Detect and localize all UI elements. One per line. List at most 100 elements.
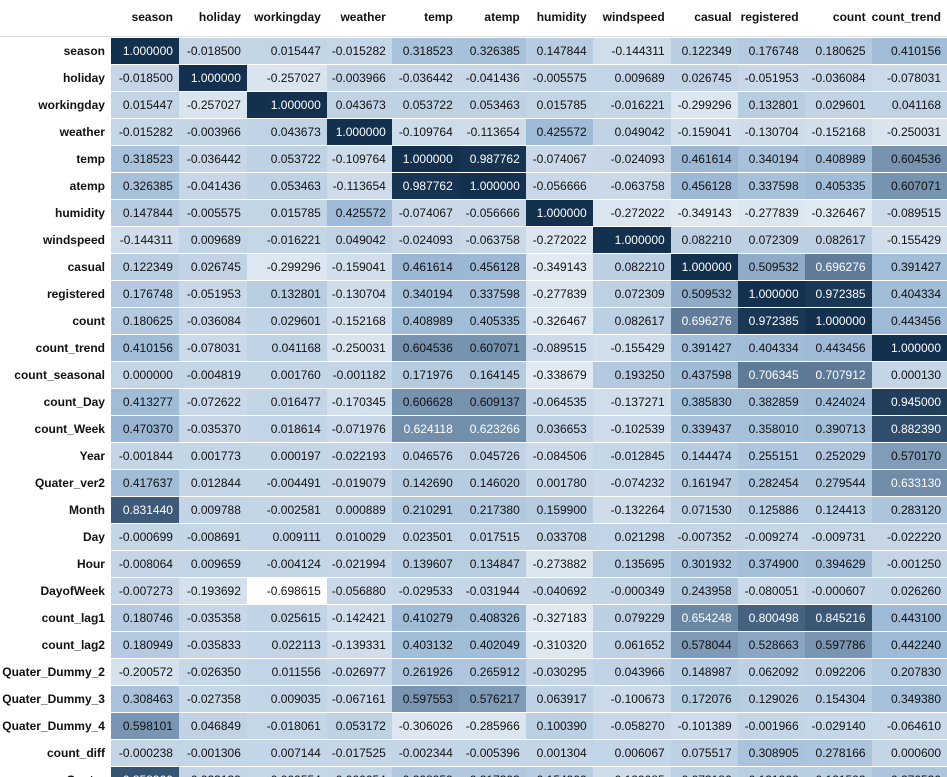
- correlation-cell: 0.053463: [246, 172, 327, 200]
- correlation-cell: 0.015447: [110, 91, 179, 119]
- correlation-cell: 0.413277: [110, 388, 179, 416]
- correlation-cell: 0.172076: [670, 685, 738, 713]
- row-header: Quater_Dummy_4: [0, 712, 111, 740]
- correlation-cell: -0.015282: [326, 37, 392, 65]
- correlation-cell: 0.000130: [871, 361, 947, 389]
- table-row: Quater_Dummy_4 0.598101 0.046849 -0.018061 0…: [0, 712, 947, 740]
- correlation-cell: -0.139331: [326, 631, 392, 659]
- correlation-cell: -0.273882: [525, 550, 593, 578]
- correlation-cell: -0.007352: [670, 523, 738, 551]
- correlation-cell: 0.340194: [737, 145, 805, 173]
- correlation-cell: 0.124413: [804, 496, 872, 524]
- correlation-cell: 0.001773: [178, 442, 247, 470]
- correlation-cell: 0.079229: [592, 604, 671, 632]
- correlation-cell: 0.308463: [110, 685, 179, 713]
- correlation-cell: -0.036084: [804, 64, 872, 92]
- column-header-casual: casual: [694, 10, 732, 24]
- correlation-cell: 0.001760: [246, 361, 327, 389]
- correlation-cell: -0.000654: [326, 766, 392, 777]
- correlation-cell: 0.696276: [670, 307, 738, 335]
- correlation-cell: -0.018061: [246, 712, 327, 740]
- correlation-cell: 0.390713: [804, 415, 872, 443]
- correlation-cell: 0.041168: [871, 91, 947, 119]
- correlation-cell: 0.425572: [326, 199, 392, 227]
- correlation-cell: 0.041168: [246, 334, 327, 362]
- row-header: Hour: [0, 550, 111, 578]
- correlation-cell: -0.250031: [326, 334, 392, 362]
- table-row: count 0.180625 -0.036084 0.029601 -0.152168 0…: [0, 307, 947, 335]
- correlation-cell: 0.122349: [110, 253, 179, 281]
- column-header-weather: weather: [340, 10, 386, 24]
- correlation-cell: -0.084506: [525, 442, 593, 470]
- correlation-cell: -0.285966: [458, 712, 526, 740]
- row-header: count_lag1: [0, 604, 111, 632]
- table-row: DayofWeek -0.007273 -0.193692 -0.698615 -0.0…: [0, 577, 947, 605]
- correlation-cell: 0.006067: [592, 739, 671, 767]
- table-row: Quater_Dummy_2 -0.200572 -0.026350 0.011556…: [0, 658, 947, 686]
- row-header: holiday: [0, 64, 111, 92]
- correlation-cell: 0.597786: [804, 631, 872, 659]
- correlation-cell: 0.443100: [871, 604, 947, 632]
- correlation-cell: 0.456128: [670, 172, 738, 200]
- correlation-cell: -0.072622: [178, 388, 247, 416]
- correlation-cell: -0.017525: [326, 739, 392, 767]
- header-divider: [0, 36, 947, 37]
- correlation-cell: 0.623266: [458, 415, 526, 443]
- correlation-cell: 0.707912: [804, 361, 872, 389]
- correlation-cell: -0.109764: [326, 145, 392, 173]
- row-header: windspeed: [0, 226, 111, 254]
- correlation-cell: 0.144474: [670, 442, 738, 470]
- correlation-cell: 0.025615: [246, 604, 327, 632]
- correlation-cell: 0.456128: [458, 253, 526, 281]
- correlation-cell: 0.046576: [391, 442, 459, 470]
- correlation-cell: 0.402049: [458, 631, 526, 659]
- column-header-season: season: [131, 10, 173, 24]
- correlation-cell: -0.193692: [178, 577, 247, 605]
- correlation-cell: 0.007144: [246, 739, 327, 767]
- correlation-cell: -0.272022: [592, 199, 671, 227]
- correlation-cell: -0.015282: [110, 118, 179, 146]
- correlation-cell: 0.026745: [670, 64, 738, 92]
- correlation-cell: 0.845216: [804, 604, 872, 632]
- correlation-cell: 0.349380: [871, 685, 947, 713]
- correlation-cell: -0.080051: [737, 577, 805, 605]
- table-row: Month 0.831440 0.009788 -0.002581 0.000889 0.…: [0, 496, 947, 524]
- correlation-cell: 0.001304: [525, 739, 593, 767]
- correlation-cell: 0.036653: [525, 415, 593, 443]
- correlation-cell: -0.074067: [525, 145, 593, 173]
- correlation-cell: -0.074232: [592, 469, 671, 497]
- correlation-cell: 0.339437: [670, 415, 738, 443]
- correlation-cell: 0.017515: [458, 523, 526, 551]
- correlation-cell: 0.283120: [871, 496, 947, 524]
- correlation-cell: 0.000600: [871, 739, 947, 767]
- correlation-cell: 0.278166: [804, 739, 872, 767]
- correlation-cell: -0.001250: [871, 550, 947, 578]
- correlation-cell: -0.064535: [525, 388, 593, 416]
- correlation-cell: 0.394629: [804, 550, 872, 578]
- correlation-cell: 0.053463: [458, 91, 526, 119]
- correlation-cell: 0.001780: [525, 469, 593, 497]
- correlation-cell: 0.180625: [110, 307, 179, 335]
- correlation-cell: -0.277839: [737, 199, 805, 227]
- correlation-cell: 0.023139: [178, 766, 247, 777]
- correlation-cell: 0.159900: [525, 496, 593, 524]
- correlation-cell: 0.009111: [246, 523, 327, 551]
- correlation-cell: -0.056666: [525, 172, 593, 200]
- correlation-cell: 0.470370: [110, 415, 179, 443]
- correlation-cell: -0.041436: [458, 64, 526, 92]
- correlation-cell: 0.326385: [110, 172, 179, 200]
- correlation-cell: 0.528663: [737, 631, 805, 659]
- correlation-cell: -0.036442: [178, 145, 247, 173]
- correlation-cell: 0.405335: [804, 172, 872, 200]
- correlation-cell: -0.000607: [804, 577, 872, 605]
- table-row: Year -0.001844 0.001773 0.000197 -0.022193 0.…: [0, 442, 947, 470]
- correlation-cell: 0.598101: [110, 712, 179, 740]
- correlation-table: season holiday workingday weather temp atemp h…: [0, 10, 947, 777]
- correlation-cell: -0.074067: [391, 199, 459, 227]
- correlation-cell: 0.026260: [871, 577, 947, 605]
- correlation-cell: 0.265912: [458, 658, 526, 686]
- correlation-cell: -0.022193: [326, 442, 392, 470]
- correlation-cell: 0.318523: [110, 145, 179, 173]
- row-header: count_Day: [0, 388, 111, 416]
- correlation-cell: 0.023501: [391, 523, 459, 551]
